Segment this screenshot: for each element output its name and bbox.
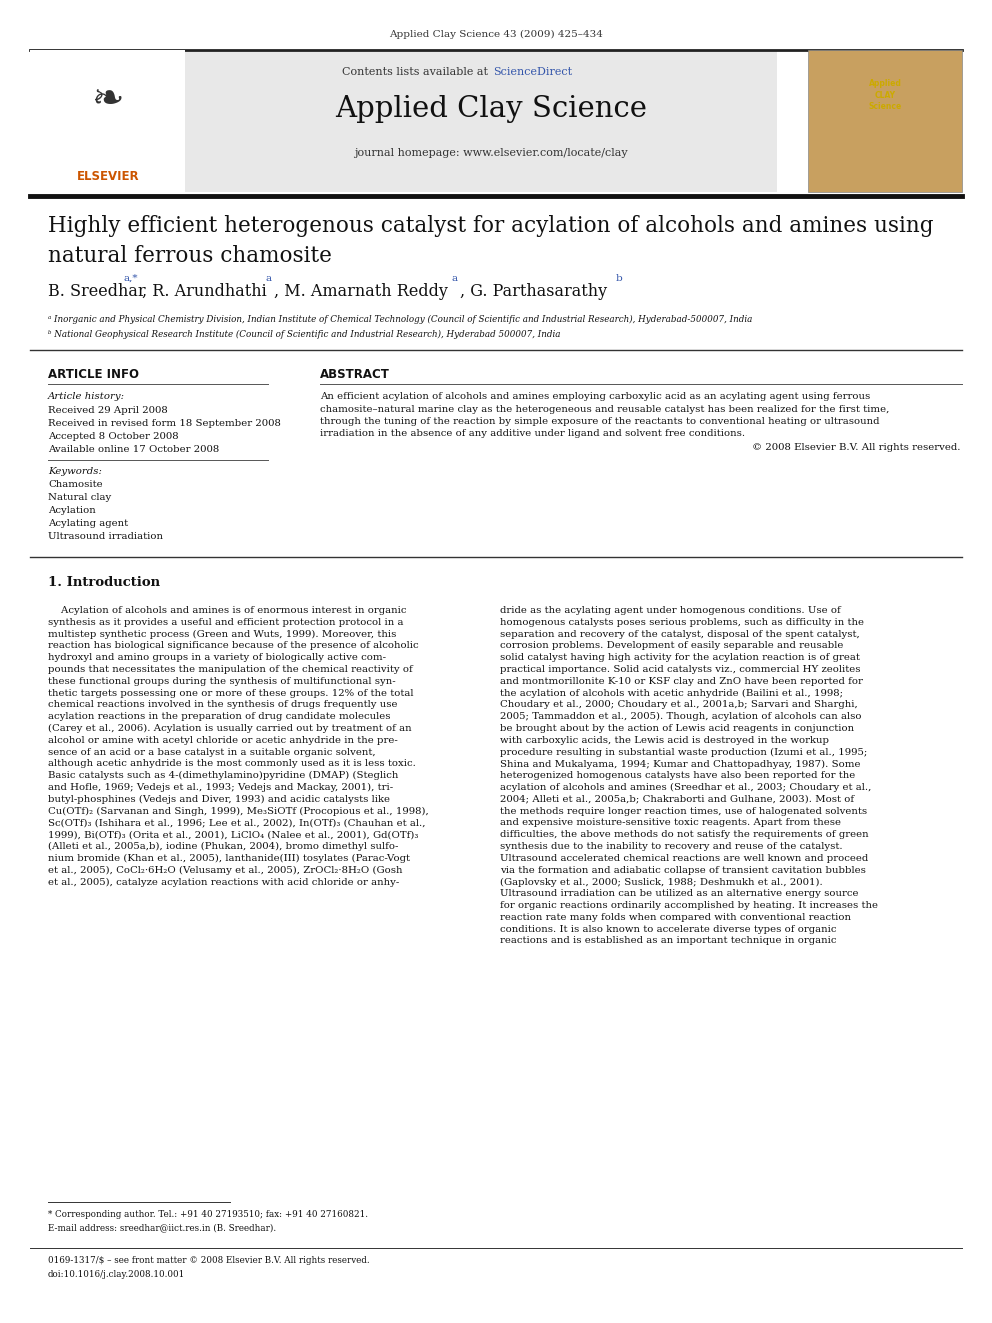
Text: Accepted 8 October 2008: Accepted 8 October 2008 [48,433,179,441]
Text: Applied Clay Science 43 (2009) 425–434: Applied Clay Science 43 (2009) 425–434 [389,30,603,40]
Text: b: b [616,274,623,283]
Text: Ultrasound irradiation can be utilized as an alternative energy source: Ultrasound irradiation can be utilized a… [500,889,858,898]
Text: reaction rate many folds when compared with conventional reaction: reaction rate many folds when compared w… [500,913,851,922]
Text: chemical reactions involved in the synthesis of drugs frequently use: chemical reactions involved in the synth… [48,700,398,709]
Text: dride as the acylating agent under homogenous conditions. Use of: dride as the acylating agent under homog… [500,606,841,615]
Text: , R. Arundhathi: , R. Arundhathi [142,283,267,300]
Text: Acylation of alcohols and amines is of enormous interest in organic: Acylation of alcohols and amines is of e… [48,606,407,615]
Text: Cu(OTf)₂ (Sarvanan and Singh, 1999), Me₃SiOTf (Procopious et al., 1998),: Cu(OTf)₂ (Sarvanan and Singh, 1999), Me₃… [48,807,429,816]
Bar [30,50,185,192]
Text: be brought about by the action of Lewis acid reagents in conjunction: be brought about by the action of Lewis … [500,724,854,733]
Text: Available online 17 October 2008: Available online 17 October 2008 [48,445,219,454]
Text: sence of an acid or a base catalyst in a suitable organic solvent,: sence of an acid or a base catalyst in a… [48,747,376,757]
Text: Choudary et al., 2000; Choudary et al., 2001a,b; Sarvari and Sharghi,: Choudary et al., 2000; Choudary et al., … [500,700,858,709]
Text: ELSEVIER: ELSEVIER [76,169,139,183]
Text: reactions and is established as an important technique in organic: reactions and is established as an impor… [500,937,836,946]
Text: et al., 2005), CoCl₂·6H₂O (Velusamy et al., 2005), ZrOCl₂·8H₂O (Gosh: et al., 2005), CoCl₂·6H₂O (Velusamy et a… [48,865,403,875]
Text: with carboxylic acids, the Lewis acid is destroyed in the workup: with carboxylic acids, the Lewis acid is… [500,736,829,745]
Text: B. Sreedhar: B. Sreedhar [48,283,146,300]
Text: the acylation of alcohols with acetic anhydride (Bailini et al., 1998;: the acylation of alcohols with acetic an… [500,688,843,697]
Text: Applied
CLAY
Science: Applied CLAY Science [868,79,902,111]
Text: a,*: a,* [124,274,139,283]
Text: 2005; Tammaddon et al., 2005). Though, acylation of alcohols can also: 2005; Tammaddon et al., 2005). Though, a… [500,712,861,721]
Text: ᵃ Inorganic and Physical Chemistry Division, Indian Institute of Chemical Techno: ᵃ Inorganic and Physical Chemistry Divis… [48,315,752,324]
Text: © 2008 Elsevier B.V. All rights reserved.: © 2008 Elsevier B.V. All rights reserved… [752,443,960,452]
Text: via the formation and adiabatic collapse of transient cavitation bubbles: via the formation and adiabatic collapse… [500,865,866,875]
Text: irradiation in the absence of any additive under ligand and solvent free conditi: irradiation in the absence of any additi… [320,430,745,438]
Text: Applied Clay Science: Applied Clay Science [335,95,647,123]
Text: ᵇ National Geophysical Research Institute (Council of Scientific and Industrial : ᵇ National Geophysical Research Institut… [48,329,560,339]
Text: Sc(OTf)₃ (Ishihara et al., 1996; Lee et al., 2002), In(OTf)₃ (Chauhan et al.,: Sc(OTf)₃ (Ishihara et al., 1996; Lee et … [48,819,426,827]
Text: Acylation: Acylation [48,505,96,515]
Text: multistep synthetic process (Green and Wuts, 1999). Moreover, this: multistep synthetic process (Green and W… [48,630,397,639]
Text: through the tuning of the reaction by simple exposure of the reactants to conven: through the tuning of the reaction by si… [320,417,880,426]
Text: 1999), Bi(OTf)₃ (Orita et al., 2001), LiClO₄ (Nalee et al., 2001), Gd(OTf)₃: 1999), Bi(OTf)₃ (Orita et al., 2001), Li… [48,831,419,839]
Text: and Hofle, 1969; Vedejs et al., 1993; Vedejs and Mackay, 2001), tri-: and Hofle, 1969; Vedejs et al., 1993; Ve… [48,783,393,792]
Text: ❧: ❧ [91,81,124,119]
Text: heterogenized homogenous catalysts have also been reported for the: heterogenized homogenous catalysts have … [500,771,855,781]
Text: conditions. It is also known to accelerate diverse types of organic: conditions. It is also known to accelera… [500,925,836,934]
Text: synthesis as it provides a useful and efficient protection protocol in a: synthesis as it provides a useful and ef… [48,618,404,627]
Text: procedure resulting in substantial waste production (Izumi et al., 1995;: procedure resulting in substantial waste… [500,747,867,757]
Text: nium bromide (Khan et al., 2005), lanthanide(III) tosylates (Parac-Vogt: nium bromide (Khan et al., 2005), lantha… [48,853,410,863]
Text: thetic targets possessing one or more of these groups. 12% of the total: thetic targets possessing one or more of… [48,688,414,697]
Text: * Corresponding author. Tel.: +91 40 27193510; fax: +91 40 27160821.: * Corresponding author. Tel.: +91 40 271… [48,1211,368,1218]
Text: Chamosite: Chamosite [48,480,102,490]
Text: and montmorillonite K-10 or KSF clay and ZnO have been reported for: and montmorillonite K-10 or KSF clay and… [500,677,863,685]
Text: difficulties, the above methods do not satisfy the requirements of green: difficulties, the above methods do not s… [500,831,869,839]
Text: hydroxyl and amino groups in a variety of biologically active com-: hydroxyl and amino groups in a variety o… [48,654,386,663]
Text: Acylating agent: Acylating agent [48,519,128,528]
Text: solid catalyst having high activity for the acylation reaction is of great: solid catalyst having high activity for … [500,654,860,663]
Text: Highly efficient heterogenous catalyst for acylation of alcohols and amines usin: Highly efficient heterogenous catalyst f… [48,216,933,267]
Text: corrosion problems. Development of easily separable and reusable: corrosion problems. Development of easil… [500,642,843,651]
Text: (Alleti et al., 2005a,b), iodine (Phukan, 2004), bromo dimethyl sulfo-: (Alleti et al., 2005a,b), iodine (Phukan… [48,841,399,851]
Text: although acetic anhydride is the most commonly used as it is less toxic.: although acetic anhydride is the most co… [48,759,416,769]
Text: acylation reactions in the preparation of drug candidate molecules: acylation reactions in the preparation o… [48,712,391,721]
Text: Keywords:: Keywords: [48,467,102,476]
Text: (Gaplovsky et al., 2000; Suslick, 1988; Deshmukh et al., 2001).: (Gaplovsky et al., 2000; Suslick, 1988; … [500,877,822,886]
Text: Received in revised form 18 September 2008: Received in revised form 18 September 20… [48,419,281,429]
Text: a: a [452,274,458,283]
Text: practical importance. Solid acid catalysts viz., commercial HY zeolites: practical importance. Solid acid catalys… [500,665,860,673]
Text: the methods require longer reaction times, use of halogenated solvents: the methods require longer reaction time… [500,807,867,815]
Text: synthesis due to the inability to recovery and reuse of the catalyst.: synthesis due to the inability to recove… [500,841,842,851]
Text: journal homepage: www.elsevier.com/locate/clay: journal homepage: www.elsevier.com/locat… [354,148,628,157]
Text: E-mail address: sreedhar@iict.res.in (B. Sreedhar).: E-mail address: sreedhar@iict.res.in (B.… [48,1222,276,1232]
Text: 1. Introduction: 1. Introduction [48,576,160,589]
Text: Natural clay: Natural clay [48,493,111,501]
Text: (Carey et al., 2006). Acylation is usually carried out by treatment of an: (Carey et al., 2006). Acylation is usual… [48,724,412,733]
Text: separation and recovery of the catalyst, disposal of the spent catalyst,: separation and recovery of the catalyst,… [500,630,860,639]
Bar [808,50,962,192]
Text: 0169-1317/$ – see front matter © 2008 Elsevier B.V. All rights reserved.: 0169-1317/$ – see front matter © 2008 El… [48,1256,370,1265]
Text: reaction has biological significance because of the presence of alcoholic: reaction has biological significance bec… [48,642,419,651]
Text: butyl-phosphines (Vedejs and Diver, 1993) and acidic catalysts like: butyl-phosphines (Vedejs and Diver, 1993… [48,795,390,804]
Text: ABSTRACT: ABSTRACT [320,368,390,381]
Text: chamosite–natural marine clay as the heterogeneous and reusable catalyst has bee: chamosite–natural marine clay as the het… [320,405,890,414]
Text: Contents lists available at: Contents lists available at [341,67,491,77]
Text: Basic catalysts such as 4-(dimethylamino)pyridine (DMAP) (Steglich: Basic catalysts such as 4-(dimethylamino… [48,771,399,781]
Text: doi:10.1016/j.clay.2008.10.001: doi:10.1016/j.clay.2008.10.001 [48,1270,186,1279]
Text: An efficient acylation of alcohols and amines employing carboxylic acid as an ac: An efficient acylation of alcohols and a… [320,392,870,401]
Text: Received 29 April 2008: Received 29 April 2008 [48,406,168,415]
Text: a: a [266,274,272,283]
Text: ARTICLE INFO: ARTICLE INFO [48,368,139,381]
Text: ScienceDirect: ScienceDirect [493,67,572,77]
Text: these functional groups during the synthesis of multifunctional syn-: these functional groups during the synth… [48,677,396,685]
Text: alcohol or amine with acetyl chloride or acetic anhydride in the pre-: alcohol or amine with acetyl chloride or… [48,736,398,745]
Text: pounds that necessitates the manipulation of the chemical reactivity of: pounds that necessitates the manipulatio… [48,665,413,673]
Text: Shina and Mukalyama, 1994; Kumar and Chattopadhyay, 1987). Some: Shina and Mukalyama, 1994; Kumar and Cha… [500,759,860,769]
Text: et al., 2005), catalyze acylation reactions with acid chloride or anhy-: et al., 2005), catalyze acylation reacti… [48,877,399,886]
Text: 2004; Alleti et al., 2005a,b; Chakraborti and Gulhane, 2003). Most of: 2004; Alleti et al., 2005a,b; Chakrabort… [500,795,854,804]
Text: , G. Parthasarathy: , G. Parthasarathy [460,283,607,300]
Text: acylation of alcohols and amines (Sreedhar et al., 2003; Choudary et al.,: acylation of alcohols and amines (Sreedh… [500,783,871,792]
Text: and expensive moisture-sensitive toxic reagents. Apart from these: and expensive moisture-sensitive toxic r… [500,819,841,827]
Text: homogenous catalysts poses serious problems, such as difficulty in the: homogenous catalysts poses serious probl… [500,618,864,627]
Text: Ultrasound irradiation: Ultrasound irradiation [48,532,163,541]
Text: for organic reactions ordinarily accomplished by heating. It increases the: for organic reactions ordinarily accompl… [500,901,878,910]
Text: , M. Amarnath Reddy: , M. Amarnath Reddy [274,283,447,300]
Text: Ultrasound accelerated chemical reactions are well known and proceed: Ultrasound accelerated chemical reaction… [500,853,868,863]
Text: Article history:: Article history: [48,392,125,401]
Bar [30,50,777,192]
